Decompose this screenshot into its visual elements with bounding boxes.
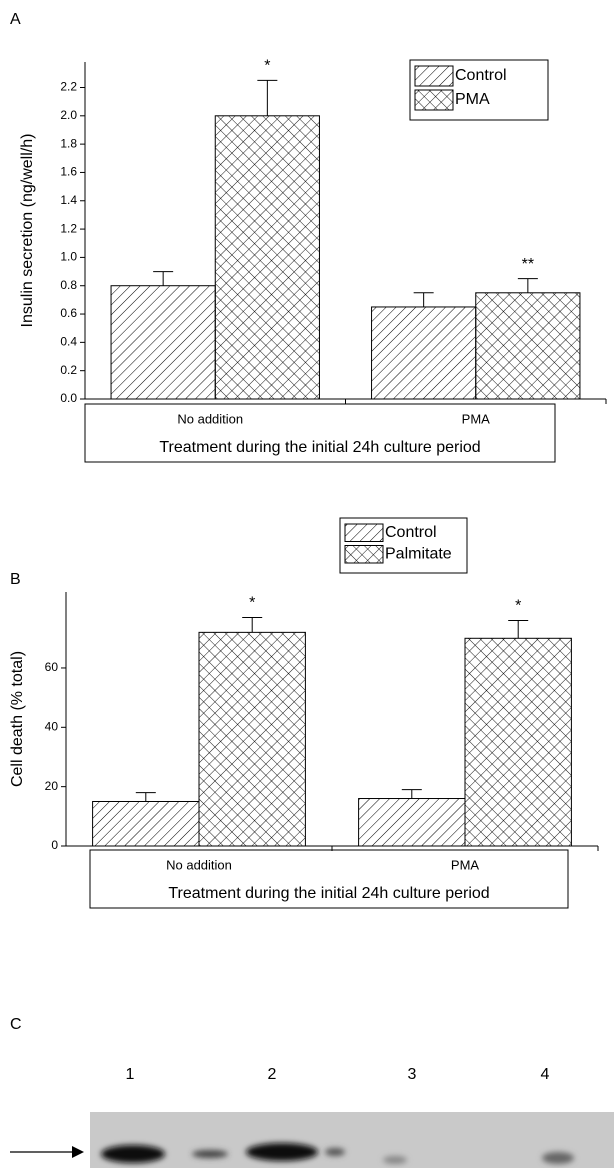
- legend-swatch: [345, 546, 383, 564]
- legend-label: Control: [455, 67, 507, 84]
- x-tick-label: PMA: [462, 411, 491, 426]
- x-tick-label: PMA: [451, 857, 480, 872]
- y-tick-label: 1.2: [60, 221, 77, 235]
- bar: [199, 632, 305, 846]
- y-tick-label: 0.6: [60, 306, 77, 320]
- x-axis-label: Treatment during the initial 24h culture…: [168, 885, 489, 902]
- lane-label: 3: [408, 1066, 417, 1083]
- y-tick-label: 2.2: [60, 80, 77, 94]
- legend-label: Palmitate: [385, 545, 452, 562]
- legend-label: Control: [385, 524, 437, 541]
- y-tick-label: 40: [45, 719, 59, 733]
- bar: [111, 286, 215, 399]
- lane-label: 1: [126, 1066, 135, 1083]
- legend-swatch: [415, 66, 453, 86]
- y-axis-label: Cell death (% total): [9, 651, 26, 787]
- significance-mark: *: [249, 595, 255, 612]
- y-tick-label: 1.8: [60, 136, 77, 150]
- figure: C 1 2 3 4 A Insulin secretion (ng/well/h)…: [0, 0, 614, 1168]
- x-tick-label: No addition: [177, 411, 243, 426]
- significance-mark: *: [515, 598, 521, 615]
- blot-image: [90, 1112, 614, 1168]
- y-tick-label: 1.4: [60, 193, 77, 207]
- y-tick-label: 60: [45, 660, 59, 674]
- blot-panel: C 1 2 3 4: [10, 1016, 614, 1168]
- y-tick-label: 1.0: [60, 250, 77, 264]
- y-axis-label: Insulin secretion (ng/well/h): [19, 134, 36, 328]
- bar: [93, 801, 199, 846]
- x-axis-label: Treatment during the initial 24h culture…: [159, 439, 480, 456]
- legend-swatch: [345, 524, 383, 542]
- y-tick-label: 2.0: [60, 108, 77, 122]
- y-tick-label: 0: [51, 838, 58, 852]
- arrow-head: [72, 1146, 84, 1158]
- y-tick-label: 0.0: [60, 391, 77, 405]
- bar: [476, 293, 580, 399]
- x-tick-label: No addition: [166, 857, 232, 872]
- legend-label: PMA: [455, 91, 490, 108]
- bar: [465, 638, 571, 846]
- bar: [359, 799, 465, 846]
- panel-label: B: [10, 571, 21, 588]
- bar: [215, 116, 319, 399]
- y-tick-label: 20: [45, 779, 59, 793]
- lane-label: 4: [541, 1066, 550, 1083]
- bar: [372, 307, 476, 399]
- y-tick-label: 1.6: [60, 165, 77, 179]
- page: C 1 2 3 4 A Insulin secretion (ng/well/h)…: [0, 0, 614, 1168]
- panel-label: C: [10, 1016, 22, 1033]
- y-tick-label: 0.8: [60, 278, 77, 292]
- legend-swatch: [415, 90, 453, 110]
- y-tick-label: 0.4: [60, 335, 77, 349]
- panel-label: A: [10, 11, 21, 28]
- y-tick-label: 0.2: [60, 363, 77, 377]
- significance-mark: *: [264, 58, 270, 75]
- lane-label: 2: [268, 1066, 277, 1083]
- significance-mark: **: [522, 256, 534, 273]
